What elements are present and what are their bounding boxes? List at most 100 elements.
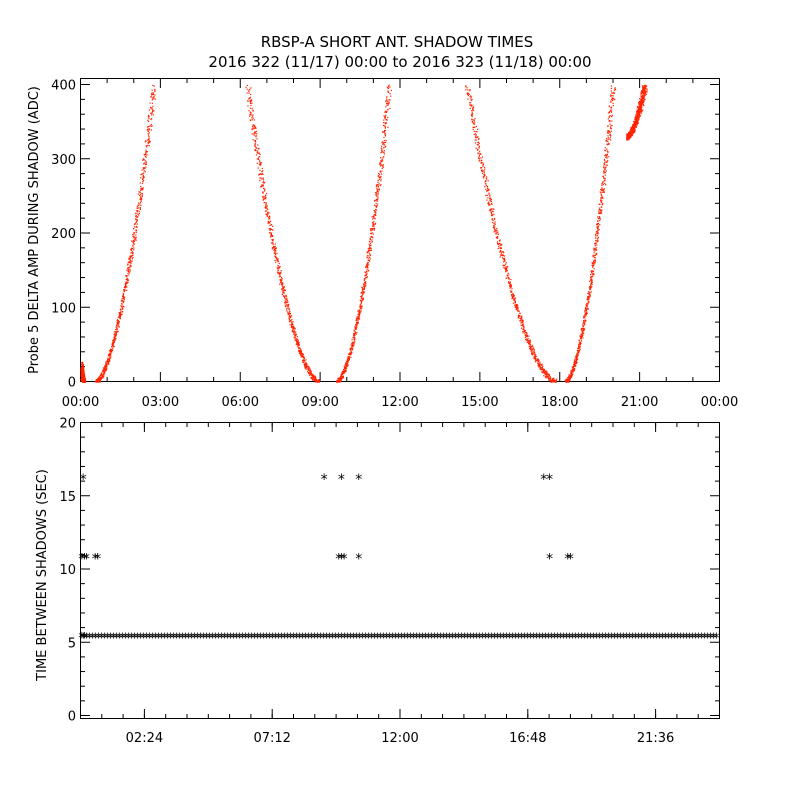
top-scatter-point xyxy=(104,365,106,367)
top-scatter-point xyxy=(640,105,643,108)
top-scatter-point xyxy=(299,347,301,350)
top-scatter-point xyxy=(601,184,603,187)
top-scatter-point xyxy=(591,278,593,280)
top-scatter-point xyxy=(271,239,273,241)
top-scatter-point xyxy=(359,311,361,314)
top-scatter-point xyxy=(488,202,490,204)
top-scatter-point xyxy=(290,321,292,323)
top-scatter-point xyxy=(80,372,83,374)
top-scatter-point xyxy=(578,342,580,344)
top-scatter-point xyxy=(131,255,133,258)
top-scatter-point xyxy=(283,292,285,294)
top-scatter-point xyxy=(388,84,390,86)
top-scatter-point xyxy=(269,216,271,218)
top-scatter-point xyxy=(509,284,511,286)
top-scatter-point xyxy=(297,338,299,340)
top-scatter-point xyxy=(487,188,489,190)
top-scatter-point xyxy=(274,248,276,251)
top-scatter-point xyxy=(471,118,473,121)
top-scatter-point xyxy=(81,369,83,371)
top-scatter-point xyxy=(124,285,126,287)
top-scatter-point xyxy=(626,134,628,137)
top-scatter-point xyxy=(382,142,385,144)
top-scatter-point xyxy=(601,212,603,214)
top-scatter-point xyxy=(643,94,645,96)
top-scatter-point xyxy=(517,309,519,311)
top-scatter-point xyxy=(129,268,131,270)
top-scatter-point xyxy=(553,379,555,381)
top-scatter-point xyxy=(526,335,529,337)
top-scatter-point xyxy=(354,331,356,333)
top-scatter-point xyxy=(131,247,133,250)
top-scatter-point xyxy=(385,102,388,104)
top-scatter-point xyxy=(352,341,354,343)
top-scatter-point xyxy=(568,374,570,376)
top-scatter-point xyxy=(136,211,138,213)
top-scatter-point xyxy=(249,97,251,99)
top-scatter-point xyxy=(346,362,348,364)
top-scatter-point xyxy=(294,337,296,339)
top-scatter-point xyxy=(107,358,110,361)
top-scatter-point xyxy=(596,244,598,246)
top-scatter-point xyxy=(281,288,283,291)
top-scatter-point xyxy=(115,337,117,340)
top-scatter-point xyxy=(81,361,84,364)
top-scatter-point xyxy=(390,95,392,97)
top-scatter-point xyxy=(548,374,550,376)
top-scatter-point xyxy=(472,107,474,109)
top-scatter-point xyxy=(630,133,632,135)
top-scatter-point xyxy=(295,334,297,336)
top-scatter-point xyxy=(533,351,535,353)
top-scatter-point xyxy=(152,91,154,94)
top-scatter-point xyxy=(604,169,606,171)
top-scatter-point xyxy=(631,133,633,135)
top-scatter-point xyxy=(389,93,391,95)
top-scatter-point xyxy=(293,336,295,338)
top-scatter-point xyxy=(137,202,140,204)
top-scatter-point xyxy=(140,189,142,191)
top-scatter-point xyxy=(511,296,513,298)
top-scatter-point xyxy=(579,341,582,343)
top-scatter-point xyxy=(272,244,274,246)
top-scatter-point xyxy=(637,122,639,124)
top-scatter-point xyxy=(599,208,601,211)
top-scatter-point xyxy=(644,98,646,100)
top-scatter-point xyxy=(107,360,109,362)
top-scatter-point xyxy=(372,224,375,226)
top-scatter-point xyxy=(575,355,577,357)
top-scatter-point xyxy=(610,139,612,141)
top-scatter-point xyxy=(251,102,253,104)
top-scatter-point xyxy=(250,93,252,96)
top-scatter-point xyxy=(129,257,131,259)
top-scatter-point xyxy=(582,323,584,325)
top-scatter-point xyxy=(524,332,526,334)
top-scatter-point xyxy=(603,191,605,193)
top-scatter-point xyxy=(82,371,84,373)
top-scatter-point xyxy=(597,236,600,238)
top-scatter-point xyxy=(385,100,387,102)
top-scatter-point xyxy=(496,230,498,232)
top-scatter-point xyxy=(356,316,358,318)
top-scatter-point xyxy=(489,197,491,200)
top-scatter-point xyxy=(489,204,491,206)
top-scatter-point xyxy=(539,365,541,367)
top-scatter-point xyxy=(357,310,359,312)
top-scatter-point xyxy=(353,329,355,331)
top-scatter-point xyxy=(353,335,355,337)
top-scatter-point xyxy=(357,319,359,321)
top-scatter-point xyxy=(473,120,475,122)
top-scatter-point xyxy=(251,115,254,117)
top-scatter-point xyxy=(99,376,101,378)
top-scatter-point xyxy=(525,331,527,334)
top-scatter-point xyxy=(252,114,254,116)
top-scatter-point xyxy=(119,308,121,310)
top-scatter-point xyxy=(264,210,267,212)
top-scatter-point xyxy=(108,359,111,361)
top-scatter-point xyxy=(361,289,364,291)
top-scatter-point xyxy=(369,247,371,249)
top-scatter-point xyxy=(112,345,114,347)
top-scatter-point xyxy=(592,262,594,264)
top-scatter-point xyxy=(576,352,579,354)
top-scatter-point xyxy=(371,225,374,227)
top-scatter-point xyxy=(512,302,515,304)
